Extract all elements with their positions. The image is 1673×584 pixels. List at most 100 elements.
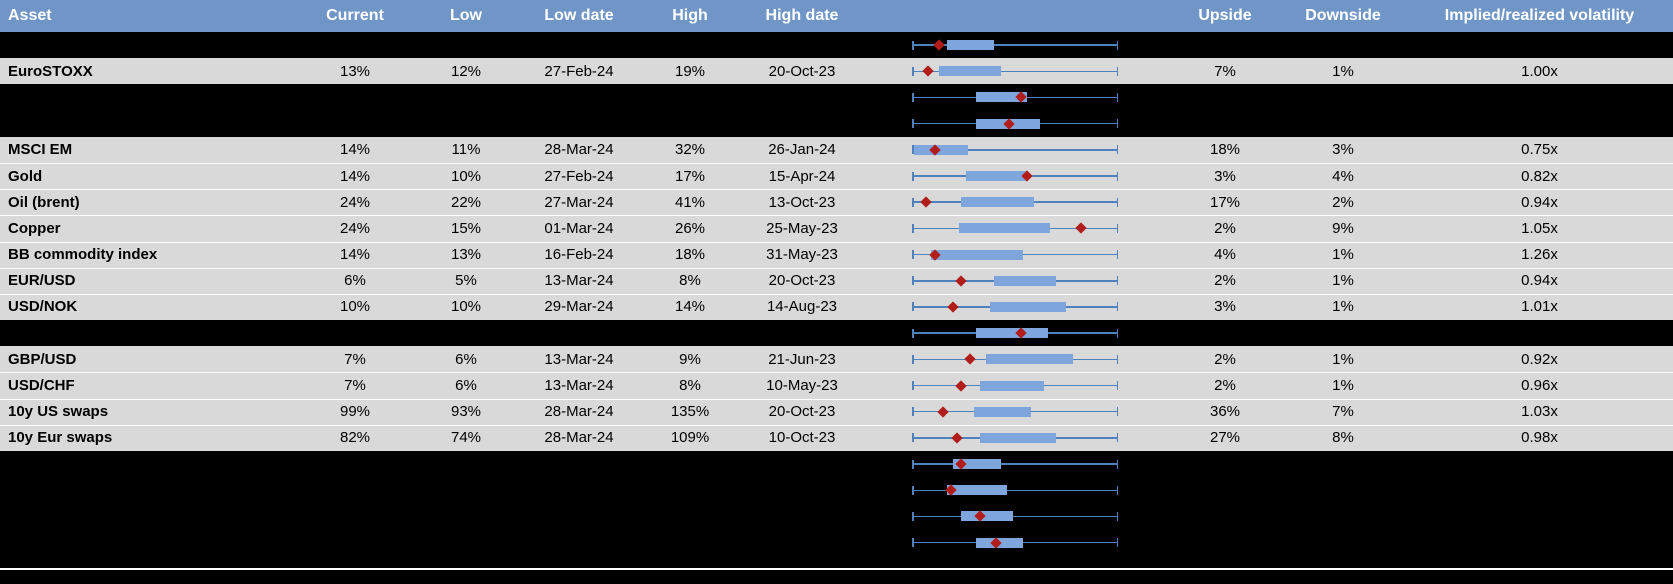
whisker-cap-right <box>1116 485 1118 495</box>
high-date: 20-Oct-23 <box>768 403 836 421</box>
downside-value: 7% <box>1332 403 1354 421</box>
table-row: EUR/USD 6% 5% 13-Mar-24 8% 20-Oct-23 2% … <box>0 267 1673 294</box>
col-header-upside: Upside <box>1198 7 1252 24</box>
asset-name: USD/NOK <box>8 298 78 316</box>
low-date: 27-Feb-24 <box>544 167 614 185</box>
whisker-cap-left <box>912 145 914 155</box>
asset-name: Oil (brent) <box>8 193 80 211</box>
iqr-box <box>965 171 1028 182</box>
low-value: 93% <box>450 403 482 421</box>
boxplot-cell <box>860 477 1170 503</box>
downside-value: 1% <box>1332 246 1354 264</box>
whisker-cap-right <box>1116 538 1118 548</box>
table-row <box>0 110 1673 137</box>
boxplot-cell <box>860 32 1170 58</box>
iqr-box <box>959 223 1050 234</box>
boxplot-cell <box>860 268 1170 294</box>
boxplot <box>912 137 1118 163</box>
boxplot-cell <box>860 320 1170 346</box>
whisker-cap-left <box>912 92 914 102</box>
whisker-line <box>912 463 1118 465</box>
boxplot <box>912 32 1118 58</box>
boxplot <box>912 399 1118 425</box>
boxplot <box>912 268 1118 294</box>
high-value: 41% <box>674 193 706 211</box>
whisker-cap-left <box>912 40 914 50</box>
whisker-cap-left <box>912 433 914 443</box>
upside-value: 2% <box>1214 350 1236 368</box>
low-value: 5% <box>455 272 477 290</box>
table-row: EuroSTOXX 13% 12% 27-Feb-24 19% 20-Oct-2… <box>0 58 1673 85</box>
boxplot <box>912 189 1118 215</box>
high-value: 32% <box>674 141 706 159</box>
downside-value: 2% <box>1332 193 1354 211</box>
high-value: 19% <box>674 62 706 80</box>
boxplot <box>912 242 1118 268</box>
downside-value: 1% <box>1332 298 1354 316</box>
low-date: 28-Mar-24 <box>544 429 614 447</box>
col-header-high: High <box>672 7 708 24</box>
high-date: 10-May-23 <box>766 377 838 395</box>
high-value: 109% <box>670 429 710 447</box>
whisker-cap-left <box>912 223 914 233</box>
iqr-box <box>975 328 1048 339</box>
whisker-cap-left <box>912 511 914 521</box>
boxplot <box>912 372 1118 398</box>
current-value: 14% <box>339 246 371 264</box>
current-value: 24% <box>339 219 371 237</box>
table-row: Gold 14% 10% 27-Feb-24 17% 15-Apr-24 3% … <box>0 162 1673 190</box>
iqr-box <box>986 354 1073 365</box>
high-date: 26-Jan-24 <box>768 141 836 159</box>
high-value: 8% <box>679 272 701 290</box>
ivrv-value: 1.05x <box>1521 219 1558 237</box>
upside-value: 2% <box>1214 219 1236 237</box>
high-date: 10-Oct-23 <box>768 429 836 447</box>
boxplot <box>912 84 1118 110</box>
high-date: 20-Oct-23 <box>768 62 836 80</box>
marker-diamond-icon <box>920 196 933 208</box>
table-row <box>0 451 1673 478</box>
high-date: 15-Apr-24 <box>768 167 836 185</box>
iqr-box <box>930 249 1024 260</box>
upside-value: 18% <box>1209 141 1241 159</box>
whisker-cap-right <box>1116 407 1118 417</box>
low-value: 11% <box>451 141 481 159</box>
whisker-cap-right <box>1116 92 1118 102</box>
whisker-cap-left <box>912 485 914 495</box>
low-date: 16-Feb-24 <box>544 246 614 264</box>
table-row <box>0 32 1673 59</box>
ivrv-value: 0.92x <box>1521 350 1558 368</box>
iqr-box <box>947 485 1007 496</box>
boxplot-cell <box>860 189 1170 215</box>
whisker-line <box>912 70 1118 73</box>
iqr-box <box>938 66 1001 77</box>
col-header-current: Current <box>326 7 384 24</box>
table-row <box>0 84 1673 111</box>
whisker-cap-left <box>912 302 914 312</box>
whisker-cap-right <box>1116 276 1118 286</box>
boxplot <box>912 425 1118 451</box>
low-value: 22% <box>450 193 482 211</box>
high-value: 26% <box>674 219 706 237</box>
high-date: 25-May-23 <box>766 219 838 237</box>
low-value: 6% <box>455 377 477 395</box>
whisker-cap-right <box>1116 197 1118 207</box>
whisker-cap-left <box>912 197 914 207</box>
marker-diamond-icon <box>955 379 968 392</box>
boxplot-cell <box>860 163 1170 189</box>
marker-diamond-icon <box>951 432 963 444</box>
ivrv-value: 0.75x <box>1521 141 1558 159</box>
low-value: 13% <box>450 246 482 264</box>
boxplot <box>912 346 1118 372</box>
whisker-cap-right <box>1116 66 1118 76</box>
high-value: 14% <box>674 298 706 316</box>
high-date: 14-Aug-23 <box>766 298 838 316</box>
asset-name: MSCI EM <box>8 141 73 159</box>
boxplot-cell <box>860 242 1170 268</box>
asset-name: USD/CHF <box>8 377 75 395</box>
upside-value: 27% <box>1209 429 1241 447</box>
boxplot-cell <box>860 530 1170 556</box>
high-value: 18% <box>674 246 706 264</box>
whisker-cap-left <box>912 538 914 548</box>
